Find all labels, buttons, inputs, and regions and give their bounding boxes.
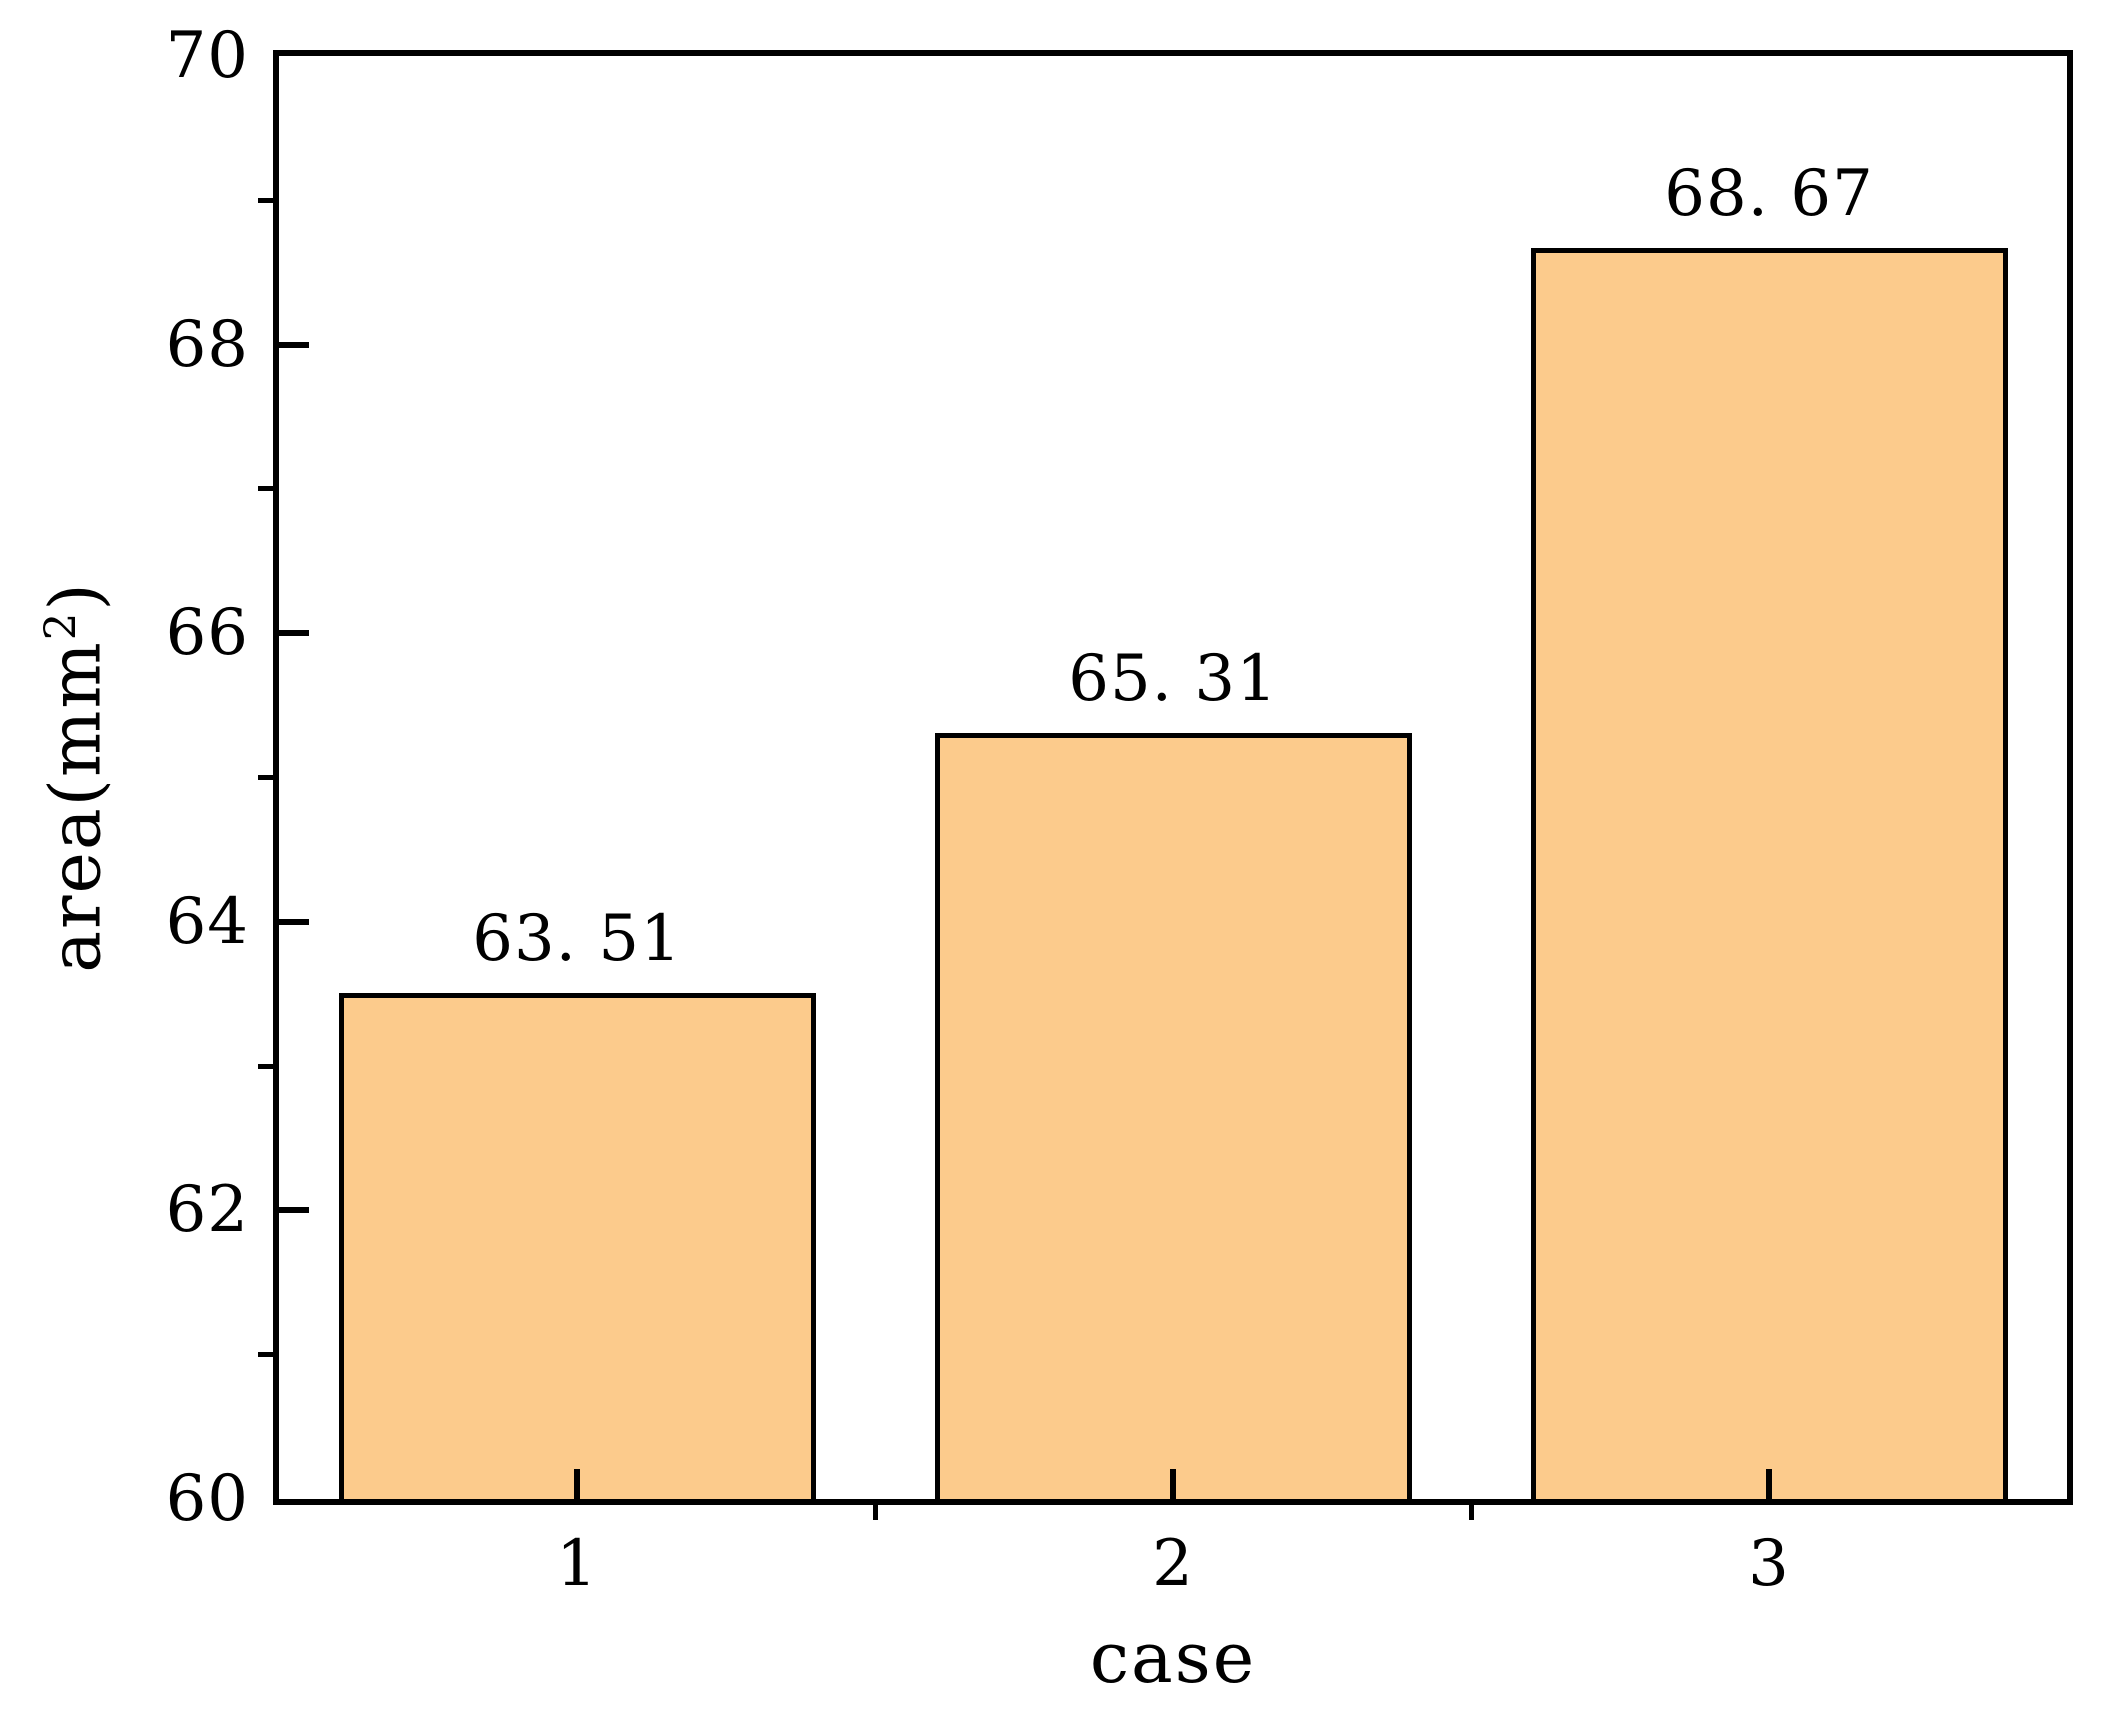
bar-value-label: 68. 67 xyxy=(1664,156,1874,231)
y-axis-title-superscript: 2 xyxy=(36,610,87,641)
bar-value-label: 65. 31 xyxy=(1068,641,1278,716)
y-axis-major-tick xyxy=(279,630,309,637)
x-axis-major-tick xyxy=(574,1469,580,1499)
bar xyxy=(1530,247,2008,1499)
x-axis-minor-tick xyxy=(1468,1505,1474,1520)
y-axis-title-prefix: area(mm xyxy=(34,640,117,973)
y-axis-major-tick xyxy=(279,341,309,348)
y-axis-title-suffix: ) xyxy=(34,581,117,611)
y-axis-minor-tick xyxy=(258,775,273,780)
x-axis-tick-label: 1 xyxy=(556,1527,598,1601)
bar xyxy=(934,732,1412,1499)
y-axis-minor-tick xyxy=(258,197,273,203)
y-axis-tick-label: 66 xyxy=(165,596,249,671)
x-axis-title: case xyxy=(1089,1617,1257,1699)
y-axis-tick-label: 62 xyxy=(165,1173,249,1248)
bar xyxy=(338,992,816,1499)
x-axis-minor-tick xyxy=(872,1505,878,1520)
y-axis-major-tick xyxy=(279,918,309,925)
y-axis-tick-label: 70 xyxy=(165,19,249,93)
y-axis-major-tick xyxy=(279,1207,309,1214)
y-axis-minor-tick xyxy=(258,486,273,492)
y-axis-tick-label: 68 xyxy=(165,307,249,382)
x-axis-major-tick xyxy=(1170,1469,1176,1499)
y-axis-tick-label: 64 xyxy=(165,884,249,959)
bar-value-label: 63. 51 xyxy=(472,901,682,976)
x-axis-tick-label: 2 xyxy=(1152,1527,1194,1601)
y-axis-minor-tick xyxy=(258,1063,273,1069)
x-axis-tick-label: 3 xyxy=(1748,1527,1790,1601)
y-axis-title: area(mm2) xyxy=(28,50,124,1505)
x-axis-major-tick xyxy=(1766,1469,1772,1499)
plot-area xyxy=(273,50,2073,1505)
y-axis-minor-tick xyxy=(258,1352,273,1358)
y-axis-tick-label: 60 xyxy=(165,1462,249,1536)
